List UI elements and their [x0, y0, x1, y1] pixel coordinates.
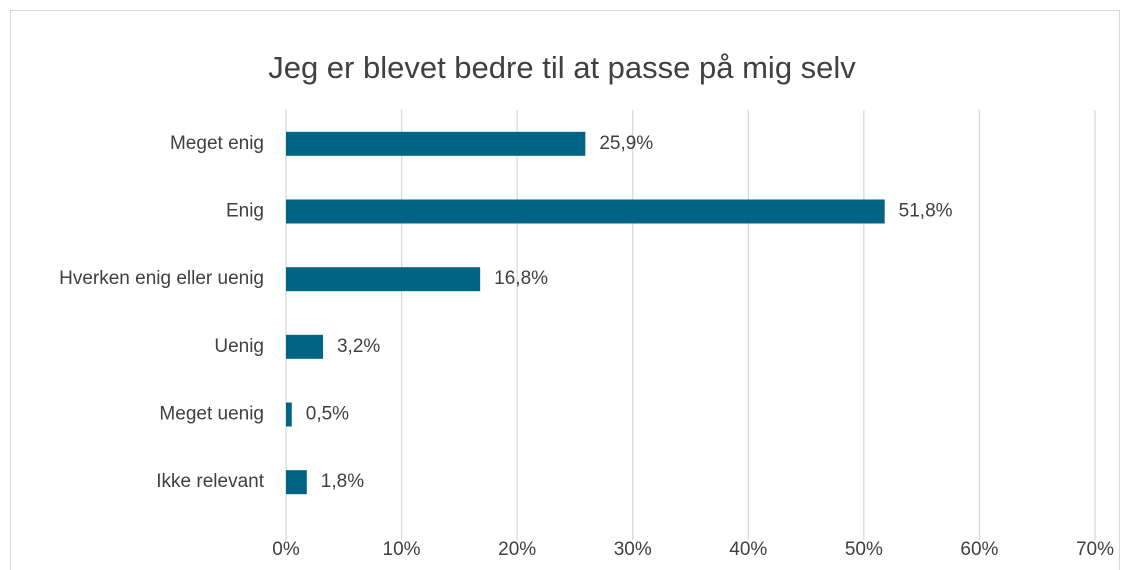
x-tick-label: 0%: [272, 539, 300, 560]
y-tick-label: Meget uenig: [159, 404, 264, 425]
x-tick-label: 40%: [729, 539, 767, 560]
y-tick-label: Ikke relevant: [156, 471, 264, 492]
bar: [286, 199, 885, 224]
x-tick-label: 10%: [383, 539, 421, 560]
y-tick-label: Meget enig: [170, 133, 264, 154]
data-label: 3,2%: [337, 336, 380, 357]
bar: [286, 334, 323, 359]
chart-frame: [10, 10, 1120, 570]
x-tick-label: 20%: [498, 539, 536, 560]
data-label: 0,5%: [306, 404, 349, 425]
bar: [286, 131, 586, 156]
y-tick-label: Enig: [226, 201, 264, 222]
bar: [286, 267, 481, 292]
data-label: 16,8%: [494, 268, 548, 289]
y-tick-label: Hverken enig eller uenig: [59, 268, 264, 289]
y-tick-label: Uenig: [214, 336, 264, 357]
x-tick-label: 70%: [1076, 539, 1114, 560]
chart-title: Jeg er blevet bedre til at passe på mig …: [268, 50, 856, 85]
data-label: 1,8%: [321, 471, 364, 492]
data-label: 51,8%: [899, 201, 953, 222]
bar: [286, 402, 292, 427]
bar: [286, 470, 307, 495]
x-tick-label: 50%: [845, 539, 883, 560]
x-tick-label: 30%: [614, 539, 652, 560]
x-tick-label: 60%: [960, 539, 998, 560]
data-label: 25,9%: [599, 133, 653, 154]
